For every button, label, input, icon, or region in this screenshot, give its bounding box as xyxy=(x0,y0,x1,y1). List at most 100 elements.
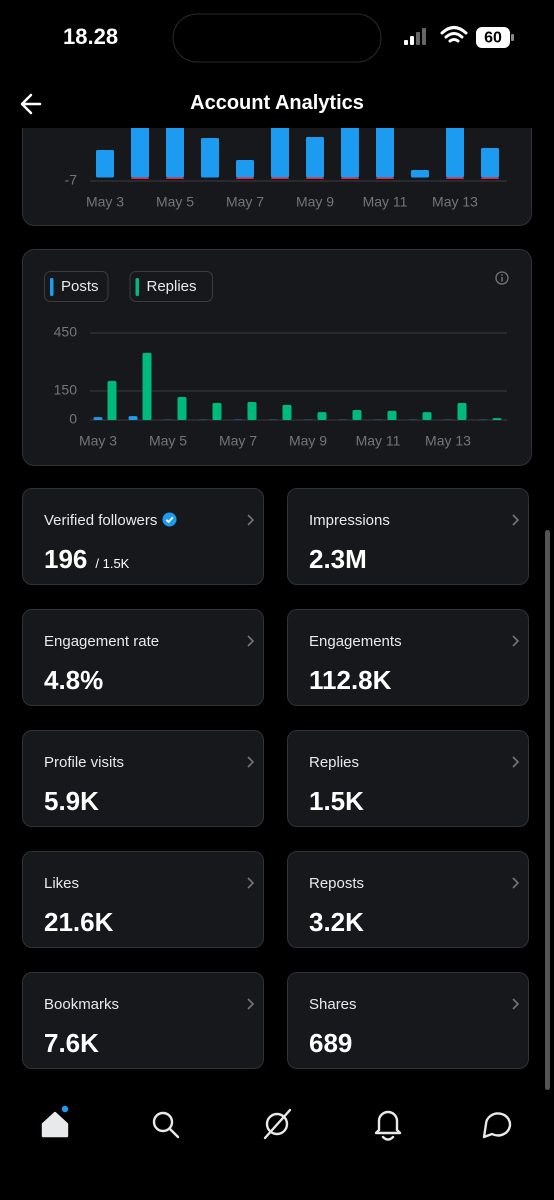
stat-card[interactable]: Impressions 2.3M xyxy=(287,488,529,585)
bar xyxy=(282,404,292,420)
chevron xyxy=(247,877,255,889)
legend-label[interactable]: Replies xyxy=(147,278,197,295)
stat-value: 21.6K xyxy=(44,907,113,938)
bar xyxy=(212,402,222,420)
stat-number: 1.5K xyxy=(309,786,364,816)
back-arrow[interactable] xyxy=(20,93,42,115)
stat-number: 5.9K xyxy=(44,786,99,816)
status-icons: 60 xyxy=(20,13,514,115)
y-tick-label: 0 xyxy=(69,411,77,427)
y-tick-label: 150 xyxy=(54,382,78,398)
notifications-icon[interactable] xyxy=(374,1110,402,1141)
chevron xyxy=(247,514,255,526)
x-tick-label: May 3 xyxy=(79,433,117,449)
x-tick-label: May 7 xyxy=(219,433,257,449)
stat-value: 3.2K xyxy=(309,907,364,938)
legend-chip xyxy=(44,271,109,302)
top-bar: 18.28 60 Account Analytics xyxy=(0,0,554,128)
bar xyxy=(96,150,114,178)
battery-tip xyxy=(511,34,514,41)
stat-total: / 1.5K xyxy=(95,556,130,571)
stat-card[interactable]: Engagement rate 4.8% xyxy=(22,609,264,706)
stat-label: Engagement rate xyxy=(44,633,160,650)
stat-label: Replies xyxy=(309,754,360,771)
home-icon[interactable] xyxy=(41,1111,69,1138)
chevron xyxy=(512,635,520,647)
bar xyxy=(411,170,429,178)
bar xyxy=(341,177,359,179)
bar xyxy=(128,416,138,420)
bar xyxy=(481,148,499,178)
legend-chip xyxy=(129,271,213,302)
stat-card[interactable]: Reposts 3.2K xyxy=(287,851,529,948)
stat-number: 7.6K xyxy=(44,1028,99,1058)
search-icon-handle xyxy=(168,1127,180,1139)
x-tick-label: May 3 xyxy=(86,194,124,210)
battery-level: 60 xyxy=(484,30,502,47)
stat-card[interactable]: Verified followers 196 / 1.5K xyxy=(22,488,264,585)
bar xyxy=(446,177,464,179)
info-icon-dot xyxy=(501,274,503,276)
y-tick-label: 450 xyxy=(54,324,78,340)
bar xyxy=(271,177,289,179)
messages-icon[interactable] xyxy=(482,1112,512,1139)
legend-label[interactable]: Posts xyxy=(61,278,99,295)
chevron xyxy=(247,756,255,768)
stat-number: 21.6K xyxy=(44,907,114,937)
stat-card[interactable]: Engagements 112.8K xyxy=(287,609,529,706)
stat-number: 2.3M xyxy=(309,544,367,574)
stat-value: 2.3M xyxy=(309,544,367,575)
x-tick-label: May 11 xyxy=(356,433,401,449)
bar xyxy=(166,177,184,179)
bar xyxy=(376,128,394,178)
bar xyxy=(481,177,499,179)
verified-badge xyxy=(162,512,177,527)
stat-label: Engagements xyxy=(309,633,402,650)
bar xyxy=(236,160,254,178)
bar xyxy=(422,412,432,420)
bar xyxy=(271,128,289,178)
notification-dot xyxy=(60,1104,70,1114)
stat-label: Reposts xyxy=(309,875,365,892)
stat-card[interactable]: Replies 1.5K xyxy=(287,730,529,827)
bar xyxy=(306,177,324,179)
stat-label: Impressions xyxy=(309,512,390,529)
stat-number: 3.2K xyxy=(309,907,364,937)
charts: -7 May 3 May 5 May 7 May 9 May 11 May 13 0 150 4… xyxy=(22,90,532,466)
search-icon[interactable] xyxy=(152,1111,174,1133)
bar xyxy=(142,352,152,420)
stat-card[interactable]: Shares 689 xyxy=(287,972,529,1069)
stat-label: Verified followers xyxy=(44,512,177,529)
chart-1: -7 May 3 May 5 May 7 May 9 May 11 May 13 xyxy=(65,128,507,210)
chevron xyxy=(512,514,520,526)
stat-label: Likes xyxy=(44,875,80,892)
bar xyxy=(201,138,219,178)
bar xyxy=(131,177,149,179)
signal xyxy=(404,28,426,45)
bar xyxy=(492,418,502,420)
bar xyxy=(177,396,187,420)
stat-number: 196 xyxy=(44,544,88,574)
stat-value: 5.9K xyxy=(44,786,99,817)
stat-value: 7.6K xyxy=(44,1028,99,1059)
bar xyxy=(236,177,254,179)
stat-label: Shares xyxy=(309,996,357,1013)
stat-number: 689 xyxy=(309,1028,353,1058)
chevron xyxy=(512,877,520,889)
info-icon[interactable] xyxy=(495,271,509,285)
stat-number: 112.8K xyxy=(309,665,392,695)
stat-value: 112.8K xyxy=(309,665,391,696)
bar xyxy=(306,137,324,178)
stat-card[interactable]: Profile visits 5.9K xyxy=(22,730,264,827)
stat-card[interactable]: Bookmarks 7.6K xyxy=(22,972,264,1069)
bar xyxy=(131,128,149,178)
battery xyxy=(476,27,510,48)
bar xyxy=(352,409,362,420)
stat-value: 4.8% xyxy=(44,665,103,696)
legend-swatch xyxy=(50,278,54,296)
grok-icon[interactable] xyxy=(265,1112,289,1136)
stat-value: 196 / 1.5K xyxy=(44,544,129,575)
bar xyxy=(166,128,184,178)
stat-card[interactable]: Likes 21.6K xyxy=(22,851,264,948)
stat-number: 4.8% xyxy=(44,665,104,695)
